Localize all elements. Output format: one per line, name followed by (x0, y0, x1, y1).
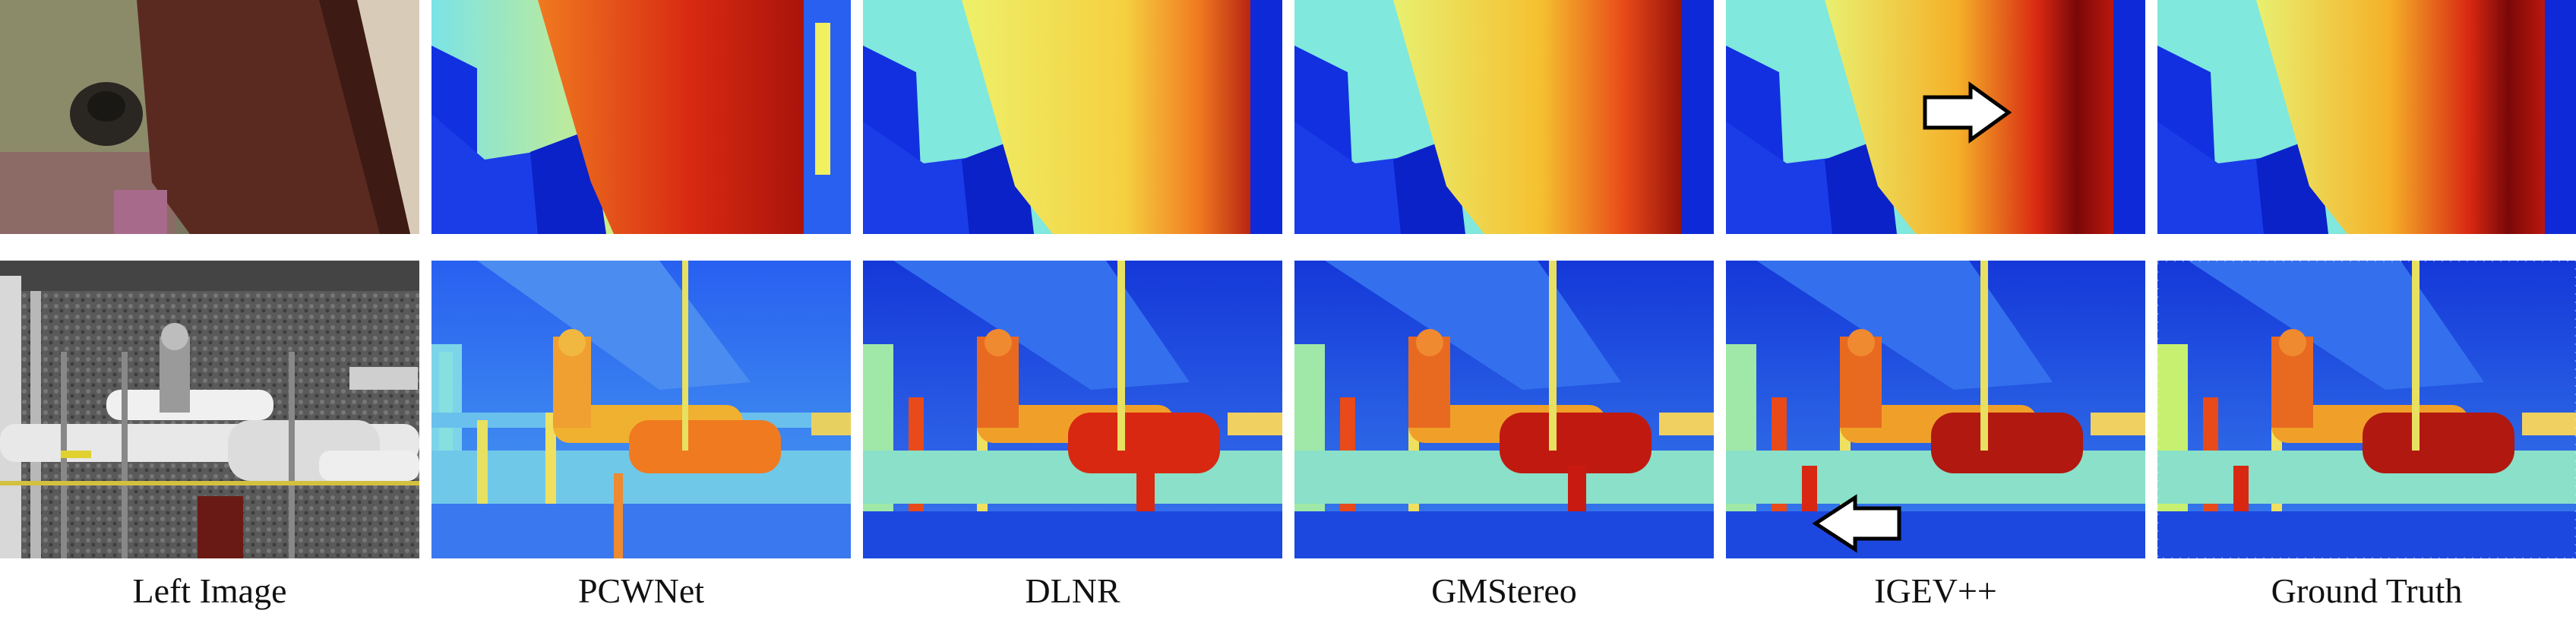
caption-igevpp: IGEV++ (1874, 571, 1997, 610)
gmstereo-bottom (1294, 261, 1714, 558)
gmstereo-top (1294, 0, 1714, 234)
left-image-top (0, 0, 419, 234)
ground-truth-top (2157, 0, 2576, 234)
igevpp-top (1726, 0, 2145, 234)
caption-left-image: Left Image (132, 571, 287, 610)
caption-gmstereo: GMStereo (1431, 571, 1577, 610)
caption-ground-truth: Ground Truth (2271, 571, 2463, 610)
highlight-arrow-left (1812, 494, 1901, 553)
igevpp-bottom (1726, 261, 2145, 558)
caption-pcwnet: PCWNet (577, 571, 705, 610)
pcwnet-top (431, 0, 851, 234)
dlnr-bottom (863, 261, 1282, 558)
ground-truth-bottom (2157, 261, 2576, 558)
dlnr-top (863, 0, 1282, 234)
highlight-arrow-right (1923, 81, 2012, 144)
caption-dlnr: DLNR (1025, 571, 1120, 610)
pcwnet-bottom (431, 261, 851, 558)
left-image-bottom (0, 261, 419, 558)
